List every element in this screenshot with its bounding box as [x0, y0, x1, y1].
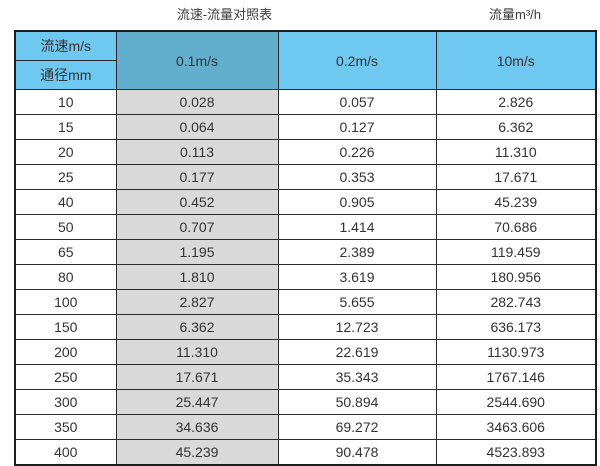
diameter-cell: 250 — [14, 364, 117, 390]
title-bar: 流速-流量对照表 流量m³/h — [0, 4, 600, 28]
table-row: 10 0.028 0.057 2.826 — [14, 89, 597, 115]
flow-value-cell: 0.127 — [277, 114, 437, 140]
flow-value-cell: 17.671 — [115, 364, 279, 390]
diameter-cell: 400 — [14, 439, 117, 466]
diameter-cell: 100 — [14, 289, 117, 315]
velocity-column-header-0.2: 0.2m/s — [277, 30, 437, 90]
flow-value-cell: 1767.146 — [435, 364, 597, 390]
table-header: 流速m/s 0.1m/s 0.2m/s 10m/s 通径mm — [14, 30, 597, 90]
corner-diameter-label: 通径mm — [14, 60, 117, 90]
diameter-cell: 150 — [14, 314, 117, 340]
flow-rate-table: 流速m/s 0.1m/s 0.2m/s 10m/s 通径mm 10 0.028 0.… — [14, 30, 597, 466]
table-row: 250 17.671 35.343 1767.146 — [14, 364, 597, 390]
flow-value-cell: 45.239 — [115, 439, 279, 466]
flow-value-cell: 0.028 — [115, 89, 279, 115]
flow-value-cell: 12.723 — [277, 314, 437, 340]
flow-value-cell: 1.414 — [277, 214, 437, 240]
table-body: 10 0.028 0.057 2.826 15 0.064 0.127 6.362 20 0.11… — [14, 89, 597, 466]
diameter-cell: 65 — [14, 239, 117, 265]
table-row: 400 45.239 90.478 4523.893 — [14, 439, 597, 466]
flow-value-cell: 0.113 — [115, 139, 279, 165]
diameter-cell: 80 — [14, 264, 117, 290]
flow-value-cell: 2.826 — [435, 89, 597, 115]
diameter-cell: 350 — [14, 414, 117, 440]
flow-value-cell: 636.173 — [435, 314, 597, 340]
flow-value-cell: 50.894 — [277, 389, 437, 415]
diameter-cell: 25 — [14, 164, 117, 190]
flow-value-cell: 0.057 — [277, 89, 437, 115]
flow-value-cell: 2544.690 — [435, 389, 597, 415]
flow-value-cell: 1.810 — [115, 264, 279, 290]
flow-value-cell: 0.177 — [115, 164, 279, 190]
table-row: 80 1.810 3.619 180.956 — [14, 264, 597, 290]
flow-value-cell: 0.226 — [277, 139, 437, 165]
flow-value-cell: 6.362 — [115, 314, 279, 340]
flow-value-cell: 34.636 — [115, 414, 279, 440]
flow-value-cell: 11.310 — [115, 339, 279, 365]
diameter-cell: 15 — [14, 114, 117, 140]
diameter-cell: 300 — [14, 389, 117, 415]
flow-value-cell: 282.743 — [435, 289, 597, 315]
table-row: 100 2.827 5.655 282.743 — [14, 289, 597, 315]
table-row: 25 0.177 0.353 17.671 — [14, 164, 597, 190]
table-row: 300 25.447 50.894 2544.690 — [14, 389, 597, 415]
table-row: 200 11.310 22.619 1130.973 — [14, 339, 597, 365]
flow-value-cell: 25.447 — [115, 389, 279, 415]
flow-value-cell: 0.707 — [115, 214, 279, 240]
flow-value-cell: 11.310 — [435, 139, 597, 165]
flow-value-cell: 2.827 — [115, 289, 279, 315]
flow-unit-label: 流量m³/h — [488, 7, 541, 22]
flow-value-cell: 1130.973 — [435, 339, 597, 365]
table-row: 65 1.195 2.389 119.459 — [14, 239, 597, 265]
table-row: 350 34.636 69.272 3463.606 — [14, 414, 597, 440]
flow-value-cell: 35.343 — [277, 364, 437, 390]
table-title: 流速-流量对照表 — [176, 7, 273, 22]
flow-value-cell: 119.459 — [435, 239, 597, 265]
diameter-cell: 50 — [14, 214, 117, 240]
velocity-column-header-10: 10m/s — [435, 30, 597, 90]
flow-value-cell: 3463.606 — [435, 414, 597, 440]
flow-value-cell: 70.686 — [435, 214, 597, 240]
table-row: 40 0.452 0.905 45.239 — [14, 189, 597, 215]
flow-value-cell: 3.619 — [277, 264, 437, 290]
flow-value-cell: 0.353 — [277, 164, 437, 190]
diameter-cell: 200 — [14, 339, 117, 365]
flow-value-cell: 69.272 — [277, 414, 437, 440]
diameter-cell: 10 — [14, 89, 117, 115]
flow-value-cell: 45.239 — [435, 189, 597, 215]
flow-value-cell: 90.478 — [277, 439, 437, 466]
table-row: 20 0.113 0.226 11.310 — [14, 139, 597, 165]
flow-value-cell: 17.671 — [435, 164, 597, 190]
diameter-cell: 20 — [14, 139, 117, 165]
flow-value-cell: 180.956 — [435, 264, 597, 290]
flow-value-cell: 6.362 — [435, 114, 597, 140]
flow-value-cell: 22.619 — [277, 339, 437, 365]
table-row: 50 0.707 1.414 70.686 — [14, 214, 597, 240]
flow-value-cell: 1.195 — [115, 239, 279, 265]
diameter-cell: 40 — [14, 189, 117, 215]
corner-velocity-label: 流速m/s — [14, 30, 117, 61]
flow-value-cell: 4523.893 — [435, 439, 597, 466]
flow-value-cell: 0.452 — [115, 189, 279, 215]
flow-value-cell: 5.655 — [277, 289, 437, 315]
flow-value-cell: 0.905 — [277, 189, 437, 215]
table-row: 150 6.362 12.723 636.173 — [14, 314, 597, 340]
flow-value-cell: 0.064 — [115, 114, 279, 140]
table-row: 15 0.064 0.127 6.362 — [14, 114, 597, 140]
velocity-column-header-0.1: 0.1m/s — [115, 30, 279, 90]
flow-value-cell: 2.389 — [277, 239, 437, 265]
